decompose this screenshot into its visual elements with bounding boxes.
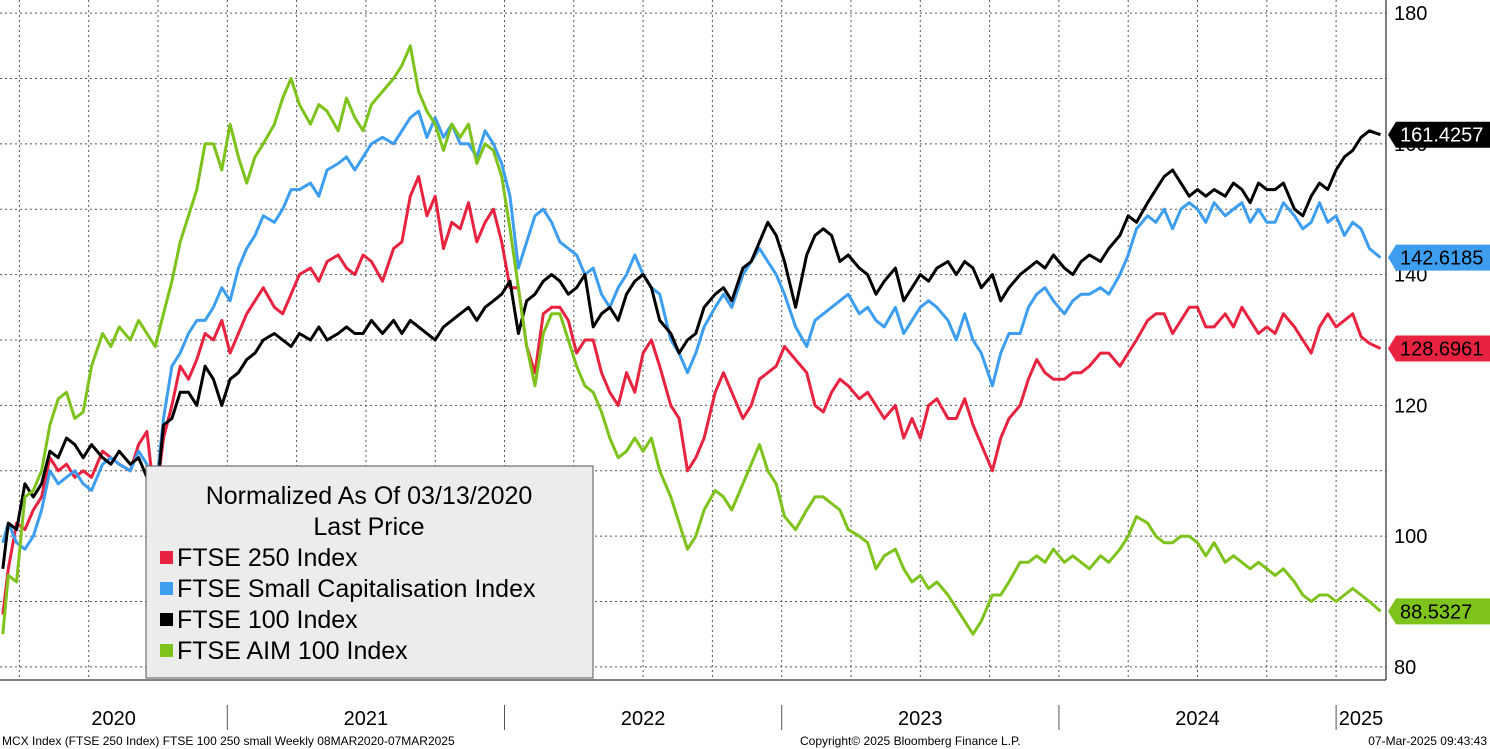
x-year-label: 2022 xyxy=(621,708,666,730)
footer-left: MCX Index (FTSE 250 Index) FTSE 100 250 … xyxy=(2,734,455,748)
legend-swatch xyxy=(160,613,173,626)
legend-item-label: FTSE AIM 100 Index xyxy=(177,637,408,665)
series-line xyxy=(1,129,1381,569)
badge-shape xyxy=(1388,244,1490,271)
last-value-badge: 142.6185 xyxy=(1388,244,1490,271)
series-lines xyxy=(1,44,1382,636)
series-line xyxy=(1,44,1382,636)
x-year-label: 2024 xyxy=(1175,708,1220,730)
badge-shape xyxy=(1388,335,1490,362)
legend-title-line1: Normalized As Of 03/13/2020 xyxy=(206,482,533,510)
badge-value: 161.4257 xyxy=(1400,125,1483,147)
y-tick-label: 120 xyxy=(1394,395,1427,417)
badge-shape xyxy=(1388,598,1490,625)
last-value-badges: 128.6961 142.6185 161.4257 88.5327 xyxy=(1388,121,1490,625)
legend: Normalized As Of 03/13/2020 Last Price F… xyxy=(145,465,594,679)
legend-swatch xyxy=(160,644,173,657)
y-tick-label: 80 xyxy=(1394,657,1416,679)
badge-value: 128.6961 xyxy=(1400,339,1483,361)
x-year-label: 2023 xyxy=(898,708,943,730)
legend-item-label: FTSE 100 Index xyxy=(177,606,358,634)
last-value-badge: 88.5327 xyxy=(1388,598,1490,625)
legend-title-line2: Last Price xyxy=(313,513,424,541)
y-tick-label: 100 xyxy=(1394,526,1427,548)
y-tick-label: 180 xyxy=(1394,3,1427,25)
x-year-label: 2025 xyxy=(1339,708,1384,730)
footer-center: Copyright© 2025 Bloomberg Finance L.P. xyxy=(800,734,1021,748)
legend-box xyxy=(145,465,594,679)
x-year-label: 2020 xyxy=(91,708,136,730)
legend-item-label: FTSE Small Capitalisation Index xyxy=(177,575,536,603)
axes: 8010012014016018020202021202220232024202… xyxy=(0,0,1427,730)
footer-right: 07-Mar-2025 09:43:43 xyxy=(1368,734,1487,748)
x-year-label: 2021 xyxy=(344,708,389,730)
badge-value: 88.5327 xyxy=(1400,601,1472,623)
badge-shape xyxy=(1388,121,1490,148)
series-line xyxy=(1,175,1382,615)
last-value-badge: 161.4257 xyxy=(1388,121,1490,148)
badge-value: 142.6185 xyxy=(1400,248,1483,270)
legend-swatch xyxy=(160,551,173,564)
legend-swatch xyxy=(160,582,173,595)
last-value-badge: 128.6961 xyxy=(1388,335,1490,362)
legend-item-label: FTSE 250 Index xyxy=(177,544,358,572)
